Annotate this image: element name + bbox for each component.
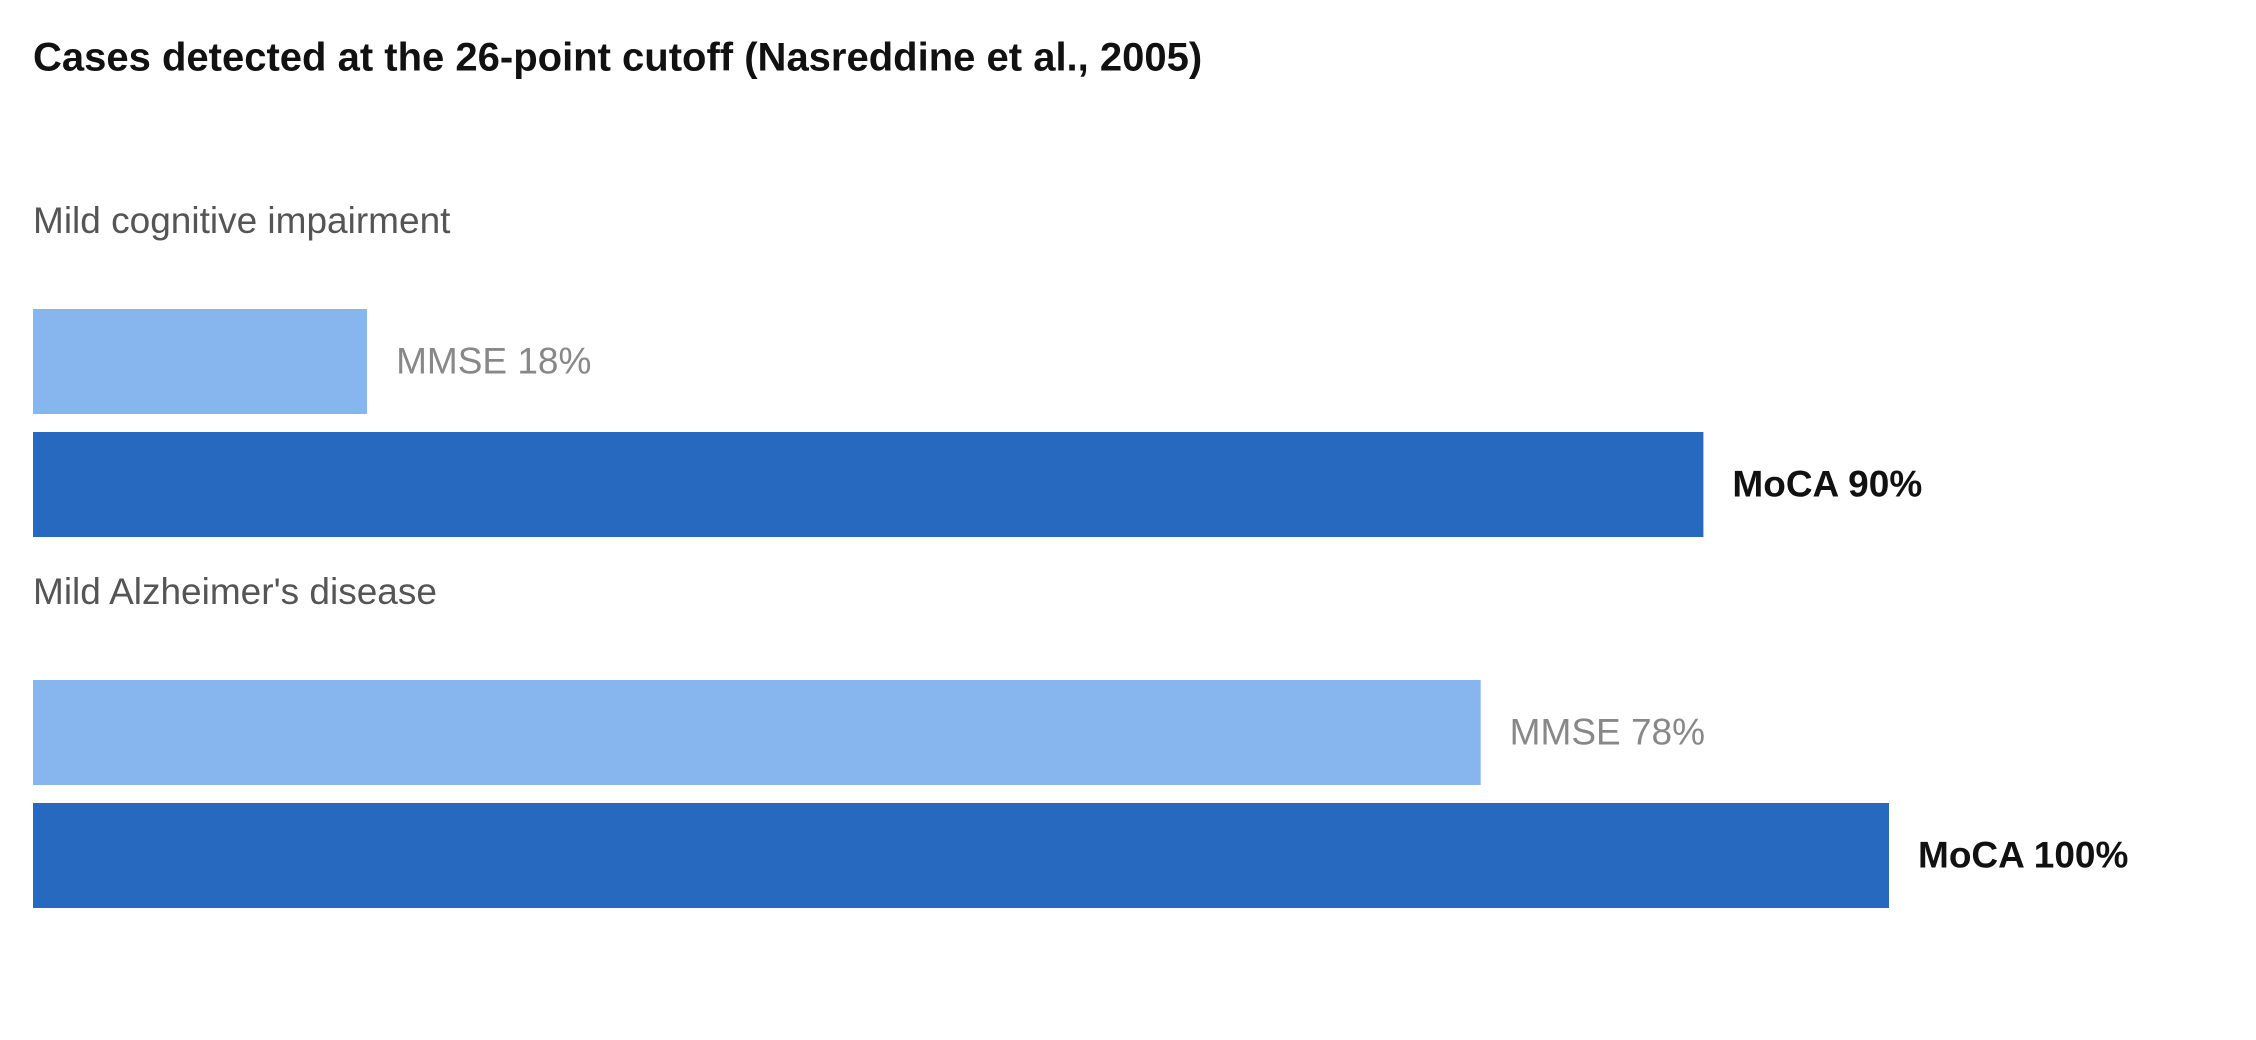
value-label: MoCA 90% [1732, 463, 1922, 504]
bar [33, 680, 1481, 785]
value-label: MMSE 78% [1510, 711, 1705, 752]
category-label: Mild cognitive impairment [33, 200, 451, 241]
category-label: Mild Alzheimer's disease [33, 571, 437, 612]
bar [33, 432, 1704, 537]
chart-title: Cases detected at the 26-point cutoff (N… [33, 36, 1202, 80]
bar [33, 803, 1889, 908]
bar [33, 309, 368, 414]
value-label: MoCA 100% [1918, 834, 2128, 875]
value-label: MMSE 18% [396, 340, 591, 381]
